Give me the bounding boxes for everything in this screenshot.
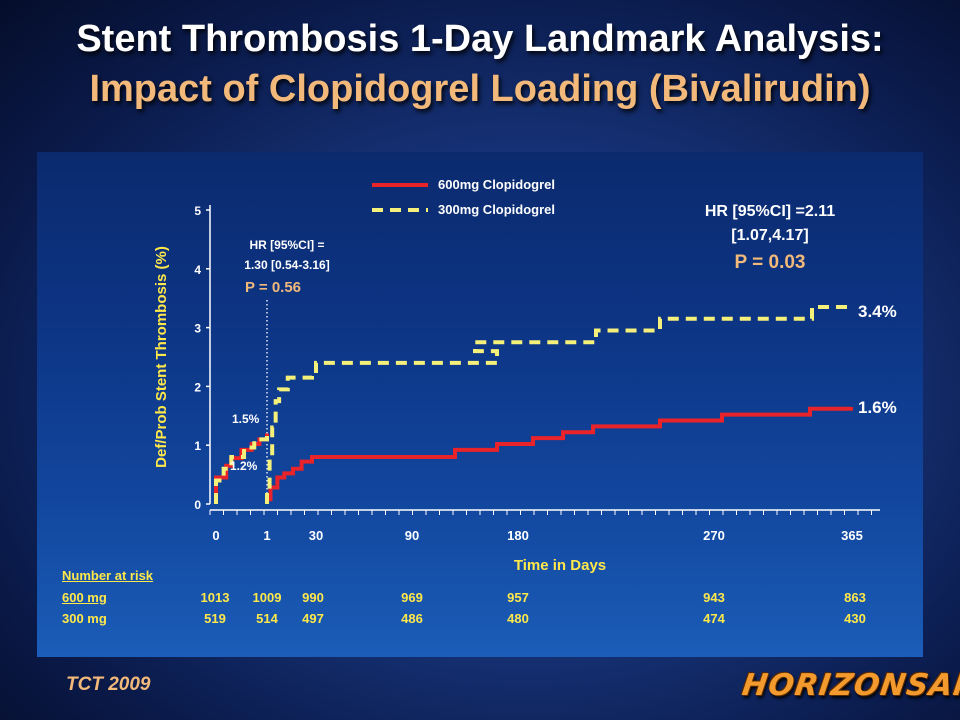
y-tick-label: 4 (194, 263, 201, 277)
risk-row-label-600: 600 mg (62, 590, 107, 605)
y-tick-label: 2 (194, 380, 201, 394)
y-tick-label: 3 (194, 322, 201, 336)
y-axis-label: Def/Prob Stent Thrombosis (%) (153, 246, 170, 468)
risk-value-600: 957 (507, 590, 529, 605)
risk-value-300: 430 (844, 611, 866, 626)
early-hr-label: HR [95%CI] = (249, 238, 324, 252)
risk-value-300: 497 (302, 611, 324, 626)
series-line-300mg-late (265, 304, 853, 504)
late-p-value: P = 0.03 (735, 252, 806, 273)
legend-label-600mg: 600mg Clopidogrel (438, 177, 555, 192)
x-tick-label: 90 (405, 528, 419, 543)
risk-value-600: 1009 (253, 590, 282, 605)
y-tick-label: 1 (194, 439, 201, 453)
y-tick-label: 5 (194, 204, 201, 218)
late-ci-label: [1.07,4.17] (731, 227, 808, 244)
risk-table-title: Number at risk (62, 568, 154, 583)
page-title-line1: Stent Thrombosis 1-Day Landmark Analysis… (76, 18, 884, 60)
risk-value-600: 863 (844, 590, 866, 605)
legend-label-300mg: 300mg Clopidogrel (438, 202, 555, 217)
x-tick-label: 180 (507, 528, 529, 543)
risk-value-300: 474 (703, 611, 725, 626)
conference-label: TCT 2009 (66, 674, 151, 695)
risk-value-600: 1013 (201, 590, 230, 605)
risk-value-300: 486 (401, 611, 423, 626)
risk-value-600: 990 (302, 590, 324, 605)
chart-panel (37, 152, 923, 657)
risk-value-600: 969 (401, 590, 423, 605)
late-hr-label: HR [95%CI] =2.11 (705, 203, 835, 220)
x-tick-label: 0 (212, 528, 219, 543)
x-tick-label: 365 (841, 528, 863, 543)
x-axis-label: Time in Days (514, 557, 606, 574)
x-tick-label: 1 (263, 528, 270, 543)
risk-value-300: 519 (204, 611, 226, 626)
early-ci-label: 1.30 [0.54-3.16] (244, 258, 329, 272)
risk-value-300: 514 (256, 611, 278, 626)
late-600-value: 1.6% (858, 398, 897, 417)
early-300-value: 1.2% (230, 459, 258, 473)
series-line-600mg-late (265, 406, 853, 504)
x-tick-label: 270 (703, 528, 725, 543)
risk-value-600: 943 (703, 590, 725, 605)
risk-row-label-300: 300 mg (62, 611, 107, 626)
y-tick-label: 0 (194, 498, 201, 512)
late-300-value: 3.4% (858, 302, 897, 321)
risk-value-300: 480 (507, 611, 529, 626)
x-tick-label: 30 (309, 528, 323, 543)
early-600-value: 1.5% (232, 412, 260, 426)
horizons-ami-logo: HORIZONSAMI (739, 668, 960, 703)
page-title-line2: Impact of Clopidogrel Loading (Bivalirud… (89, 68, 871, 110)
early-p-value: P = 0.56 (245, 279, 301, 296)
